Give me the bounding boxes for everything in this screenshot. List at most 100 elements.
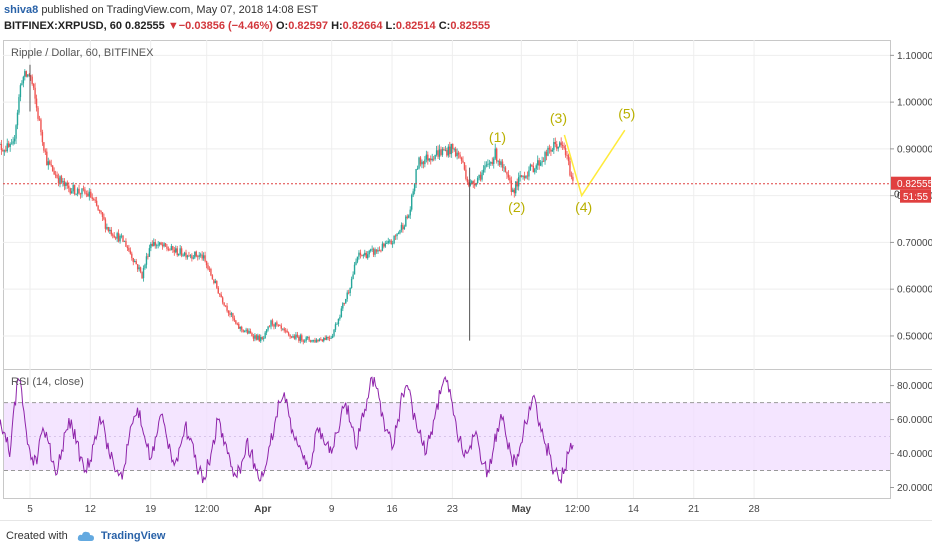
candle-body	[107, 227, 110, 231]
candle-body	[534, 168, 536, 173]
candle-body	[409, 209, 411, 216]
candle-body	[37, 107, 39, 119]
candle-body	[202, 255, 205, 259]
candle-body	[564, 148, 567, 156]
candle-body	[274, 322, 277, 327]
candle-body	[525, 175, 527, 179]
candle-body	[112, 234, 114, 236]
wave-label: (3)	[550, 110, 567, 126]
wave-label: (1)	[489, 129, 506, 145]
candle-body	[129, 250, 132, 254]
candle-body	[538, 160, 540, 166]
candle-body	[205, 261, 208, 266]
candle-body	[177, 253, 180, 256]
countdown-tag-text: 51:55	[903, 192, 928, 203]
candle-body	[430, 158, 432, 161]
candle-body	[463, 162, 466, 170]
candle-body	[94, 199, 96, 201]
candle-body	[35, 98, 38, 108]
candle-body	[330, 337, 332, 339]
candle-body	[110, 229, 112, 235]
last-price-tag	[891, 176, 931, 190]
rsi-line	[0, 375, 574, 484]
candle-body	[191, 255, 193, 259]
candle-body	[167, 248, 170, 250]
candle-body	[233, 318, 236, 321]
candle-body	[391, 243, 394, 245]
candle-body	[3, 150, 6, 152]
author-link[interactable]: shiva8	[4, 4, 39, 16]
candle-body	[208, 268, 211, 270]
candle-body	[267, 326, 269, 330]
candle-body	[75, 193, 77, 195]
candle-body	[40, 119, 42, 133]
candle-body	[457, 152, 460, 155]
candle-body	[73, 185, 76, 195]
price-scale-zero: 0	[894, 190, 900, 201]
candle-body	[195, 251, 197, 257]
candle-body	[449, 146, 451, 155]
candle-body	[287, 332, 290, 335]
candle-body	[71, 191, 73, 194]
candle-body	[264, 332, 266, 339]
candle-body	[532, 165, 535, 173]
candle-body	[185, 252, 187, 258]
candle-body	[394, 235, 397, 237]
publish-line: shiva8 published on TradingView.com, May…	[4, 4, 318, 16]
price-scale-labels: 1.100001.000000.900000.800000.700000.600…	[890, 51, 932, 494]
low-value: 0.82514	[395, 20, 436, 32]
candle-body	[482, 169, 485, 173]
candle-body	[104, 219, 107, 229]
candle-body	[289, 334, 291, 337]
candle-body	[54, 174, 57, 176]
price-chart[interactable]: (1) (2) (3) (4) (5) 1.10000 1.00000 0.90000 0.8…	[0, 40, 932, 520]
candle-body	[194, 251, 196, 258]
rsi-tick-label: 40.0000	[897, 449, 932, 460]
candle-body	[537, 160, 539, 166]
candle-body	[339, 317, 341, 319]
candle-body	[238, 323, 240, 329]
candle-body	[85, 193, 88, 195]
candle-body	[106, 227, 108, 229]
rsi-series	[0, 375, 574, 484]
candle-body	[290, 336, 293, 338]
candle-body	[120, 235, 123, 237]
candle-body	[258, 335, 260, 342]
candle-body	[81, 188, 83, 195]
candle-body	[321, 339, 324, 342]
candle-body	[419, 157, 422, 165]
candle-body	[296, 334, 299, 337]
candle-body	[302, 340, 304, 342]
candle-body	[550, 149, 552, 152]
candle-body	[476, 177, 479, 184]
tradingview-brand-link[interactable]: TradingView	[100, 530, 166, 542]
candle-body	[139, 267, 142, 272]
candle-body	[82, 188, 85, 190]
candle-body	[252, 336, 255, 339]
candle-body	[221, 297, 224, 303]
time-tick-label: 9	[329, 504, 335, 515]
chart-frame[interactable]: (1) (2) (3) (4) (5) 1.10000 1.00000 0.90000 0.8…	[0, 40, 932, 520]
candle-body	[180, 248, 183, 256]
candle-body	[440, 149, 442, 155]
candle-body	[333, 329, 335, 336]
candle-body	[93, 198, 95, 200]
elliott-wave-drawing[interactable]: (1) (2) (3) (4) (5)	[489, 105, 635, 215]
candle-body	[465, 169, 467, 179]
candle-body	[453, 148, 455, 150]
candle-body	[446, 149, 448, 156]
candle-body	[557, 146, 559, 149]
candle-body	[314, 339, 316, 343]
candle-body	[138, 267, 140, 270]
candle-body	[251, 333, 253, 337]
candle-body	[163, 243, 165, 247]
candle-body	[260, 337, 262, 342]
candle-body	[59, 176, 61, 184]
candle-body	[60, 176, 63, 183]
candle-body	[18, 97, 20, 113]
candle-body	[327, 336, 329, 338]
candle-body	[336, 323, 338, 325]
last-price: 0.82555	[125, 20, 165, 32]
candle-body	[516, 181, 518, 187]
candle-body	[389, 240, 391, 242]
